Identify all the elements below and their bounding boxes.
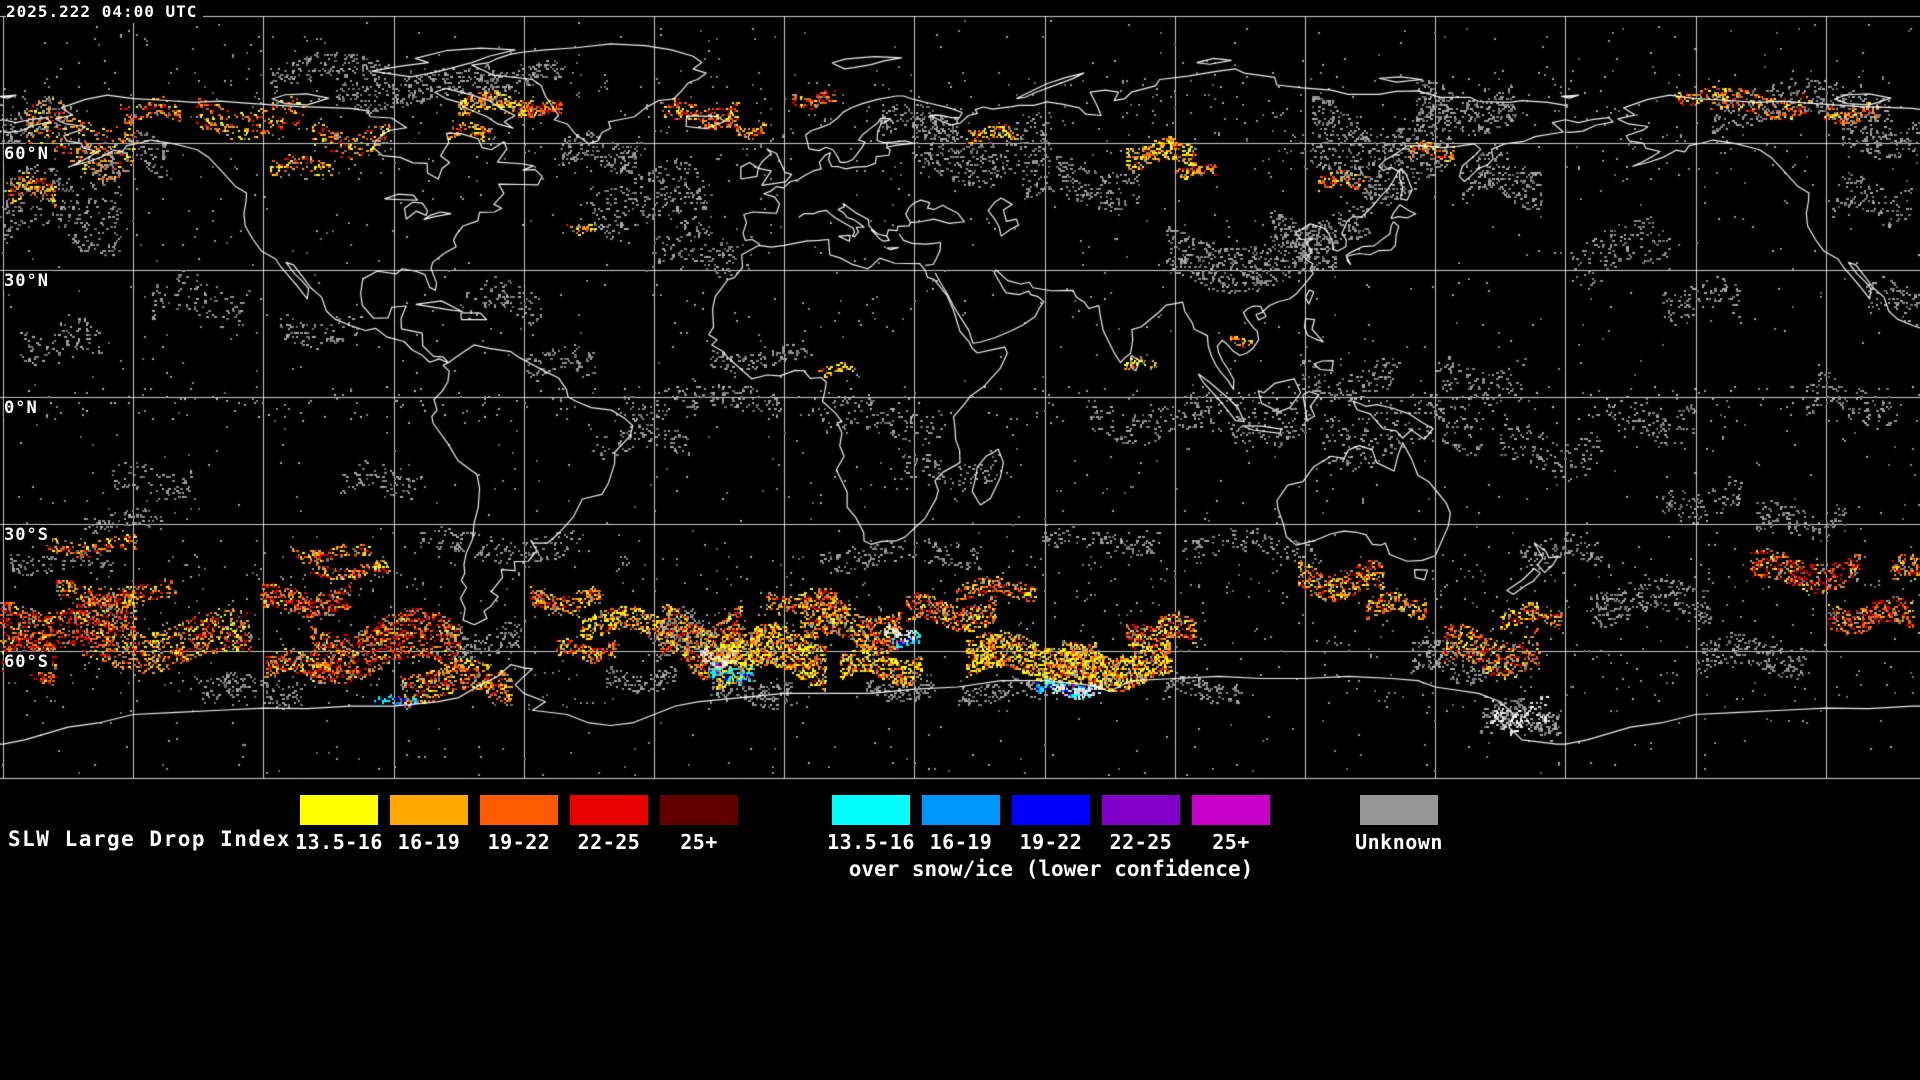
latitude-label: 0°N: [4, 398, 41, 418]
legend-group-snow-ice: 13.5-16 16-19 19-22 22-25 25+ over snow/ice …: [826, 795, 1276, 881]
legend-label: 22-25: [577, 830, 641, 854]
legend-label: 19-22: [487, 830, 551, 854]
latitude-label: 30°N: [4, 271, 52, 291]
legend-item: 13.5-16: [826, 795, 916, 854]
legend-item: 25+: [1186, 795, 1276, 854]
legend-item: 16-19: [384, 795, 474, 854]
legend-item: 19-22: [474, 795, 564, 854]
legend-label: 19-22: [1019, 830, 1083, 854]
legend-item: 16-19: [916, 795, 1006, 854]
legend-swatch: [832, 795, 910, 825]
legend-swatch: [1192, 795, 1270, 825]
legend-swatch: [300, 795, 378, 825]
legend-label: 13.5-16: [827, 830, 915, 854]
legend-label: Unknown: [1355, 830, 1443, 854]
legend-swatch: [1102, 795, 1180, 825]
legend-item: 25+: [654, 795, 744, 854]
legend-item: 13.5-16: [294, 795, 384, 854]
legend-item: Unknown: [1354, 795, 1444, 854]
legend: SLW Large Drop Index 13.5-16 16-19 19-22 22…: [0, 795, 1920, 1080]
legend-snow-caption: over snow/ice (lower confidence): [848, 857, 1254, 881]
legend-label: 16-19: [929, 830, 993, 854]
legend-swatch: [570, 795, 648, 825]
latitude-label: 60°S: [4, 652, 52, 672]
legend-item: 22-25: [564, 795, 654, 854]
timestamp: 2025.222 04:00 UTC: [6, 2, 204, 23]
legend-swatch: [660, 795, 738, 825]
legend-swatch: [1012, 795, 1090, 825]
latitude-label: 30°S: [4, 525, 52, 545]
legend-title: SLW Large Drop Index: [8, 827, 291, 851]
legend-group-clear-air: 13.5-16 16-19 19-22 22-25 25+: [294, 795, 744, 854]
legend-swatch: [922, 795, 1000, 825]
legend-group-unknown: Unknown: [1354, 795, 1444, 854]
legend-item: 22-25: [1096, 795, 1186, 854]
legend-swatch: [390, 795, 468, 825]
legend-snow-items: 13.5-16 16-19 19-22 22-25 25+: [826, 795, 1276, 854]
legend-swatch: [1360, 795, 1438, 825]
legend-label: 16-19: [397, 830, 461, 854]
legend-label: 22-25: [1109, 830, 1173, 854]
legend-item: 19-22: [1006, 795, 1096, 854]
legend-label: 25+: [1212, 830, 1250, 854]
legend-swatch: [480, 795, 558, 825]
legend-label: 25+: [680, 830, 718, 854]
legend-label: 13.5-16: [295, 830, 383, 854]
latitude-label: 60°N: [4, 144, 52, 164]
